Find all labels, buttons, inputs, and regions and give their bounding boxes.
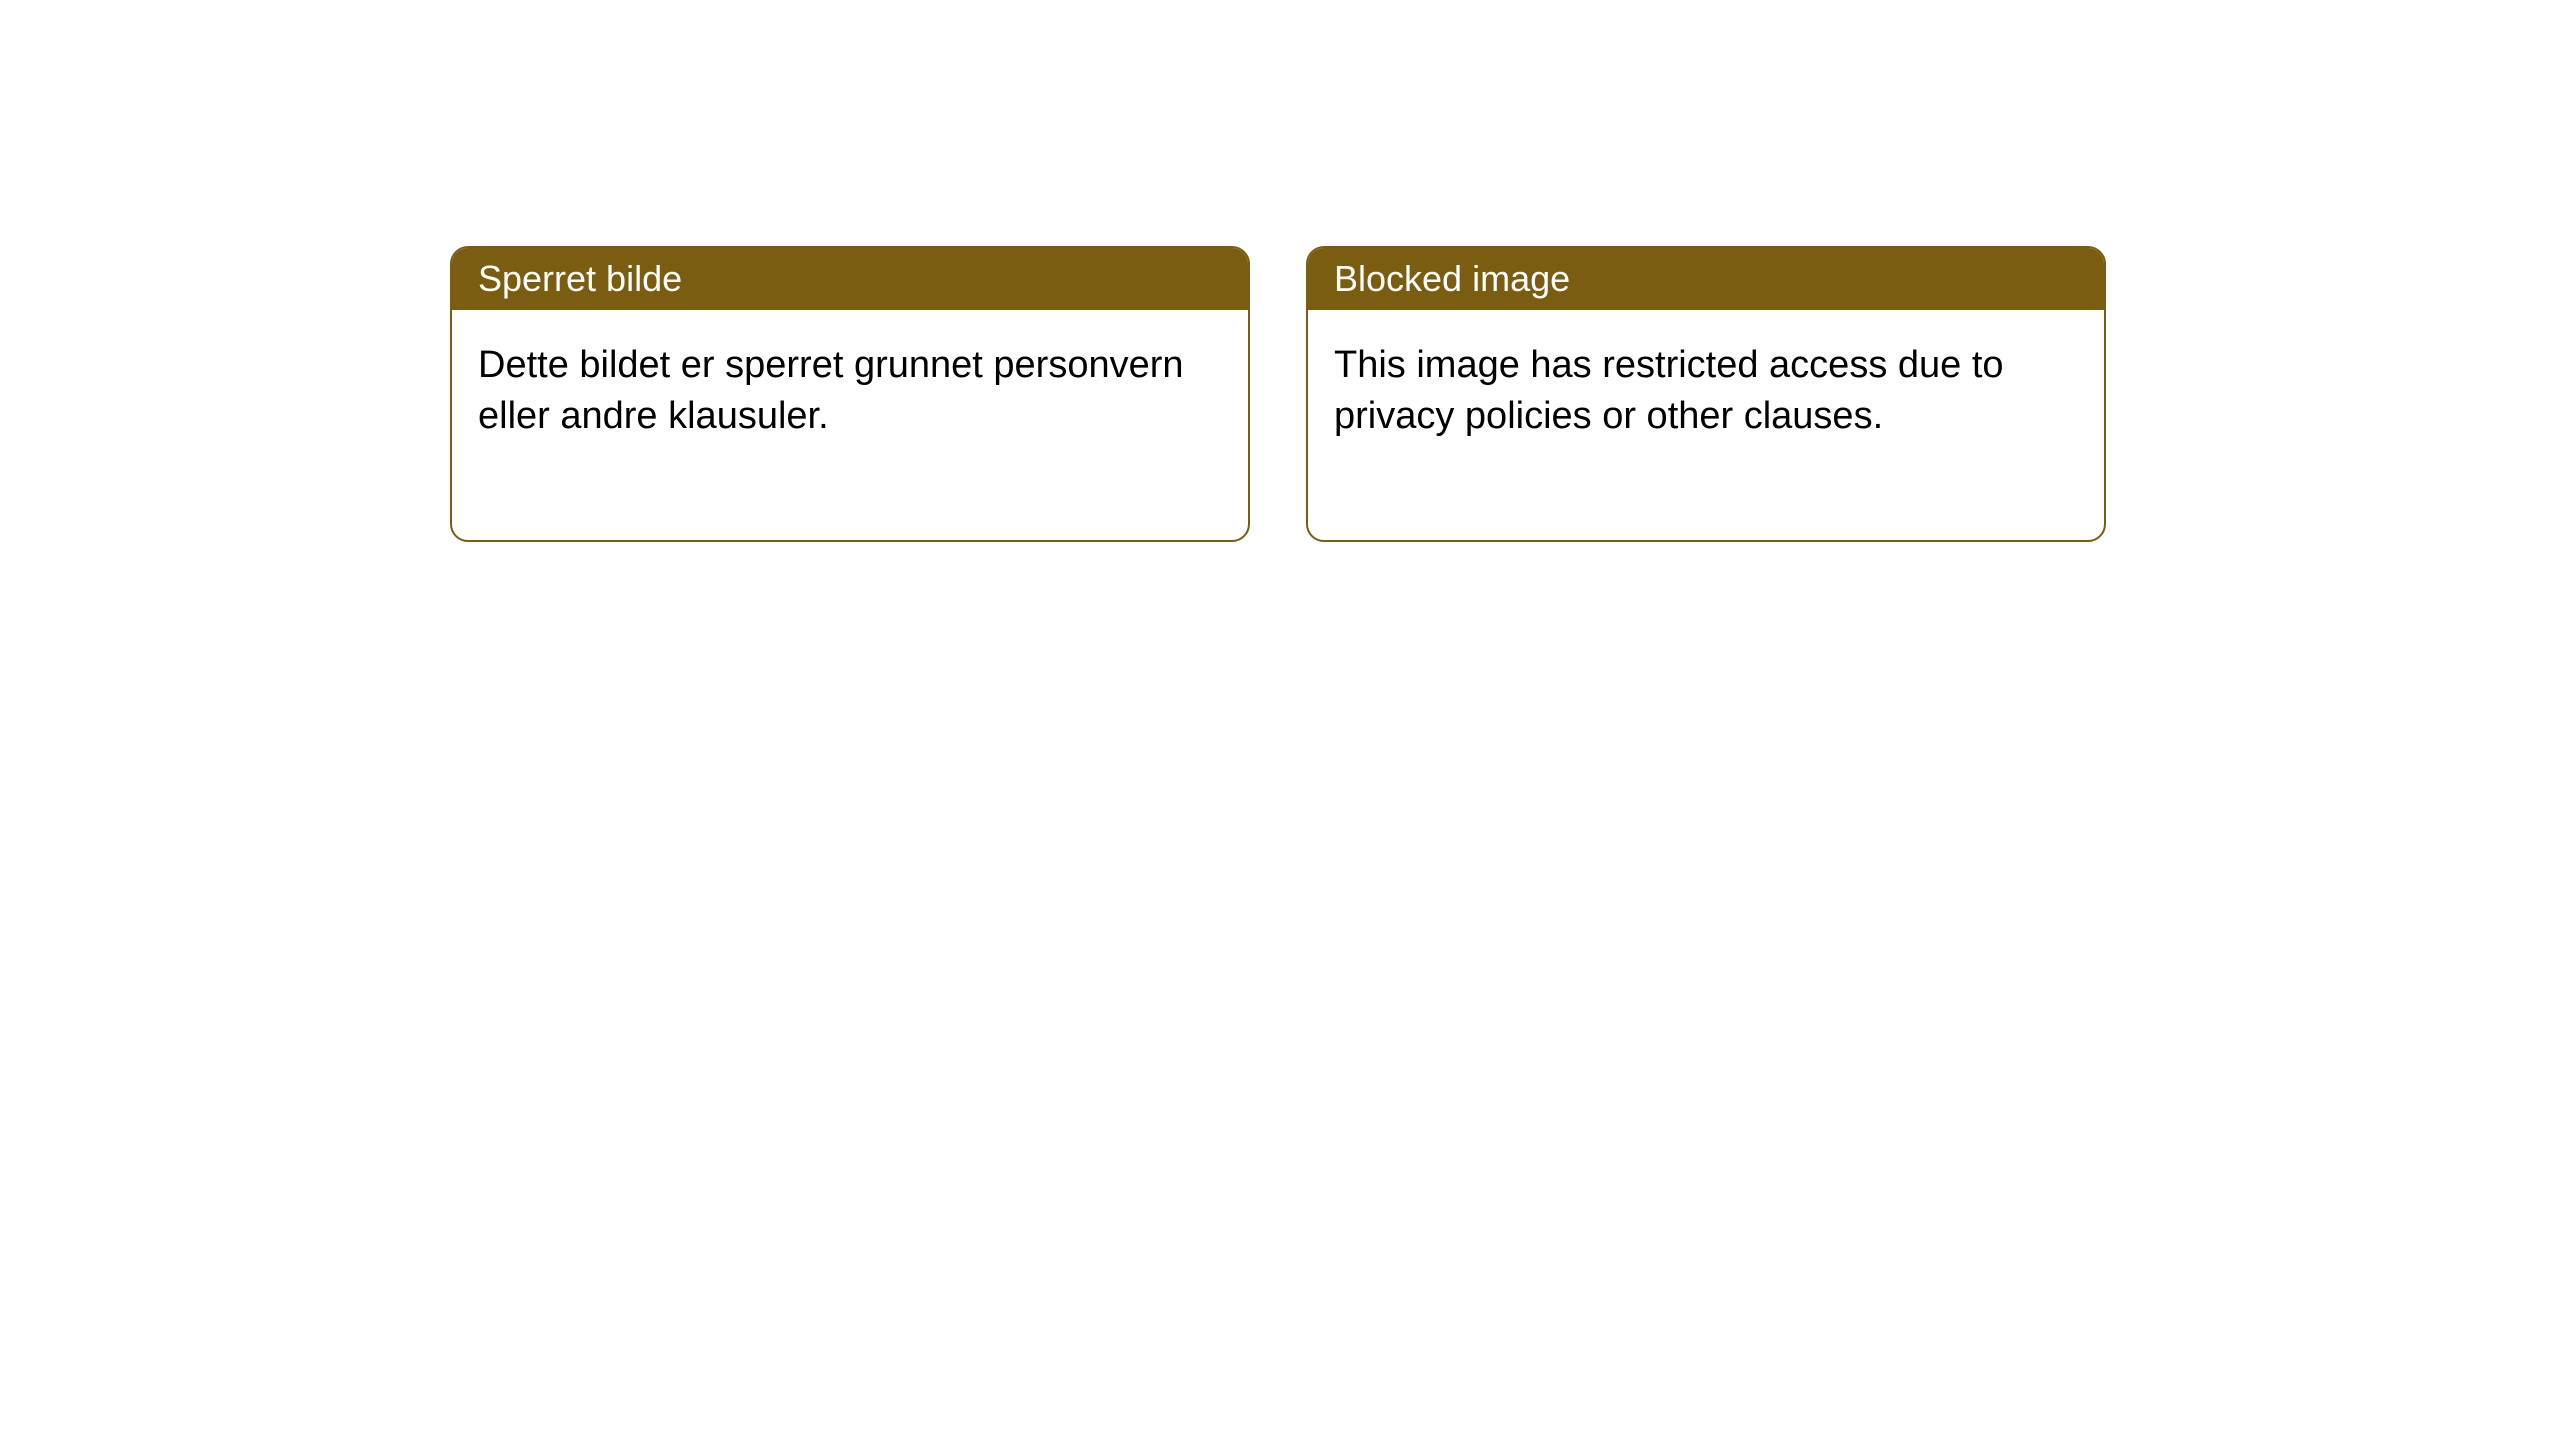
notice-header: Sperret bilde (452, 248, 1248, 310)
notice-body: This image has restricted access due to … (1308, 310, 2104, 540)
notice-body-text: Dette bildet er sperret grunnet personve… (478, 344, 1184, 437)
notice-card-norwegian: Sperret bilde Dette bildet er sperret gr… (450, 246, 1250, 542)
notice-title: Blocked image (1334, 258, 1570, 299)
notice-body-text: This image has restricted access due to … (1334, 344, 2004, 437)
notice-header: Blocked image (1308, 248, 2104, 310)
notice-body: Dette bildet er sperret grunnet personve… (452, 310, 1248, 540)
notice-container: Sperret bilde Dette bildet er sperret gr… (450, 246, 2106, 542)
notice-card-english: Blocked image This image has restricted … (1306, 246, 2106, 542)
notice-title: Sperret bilde (478, 258, 682, 299)
